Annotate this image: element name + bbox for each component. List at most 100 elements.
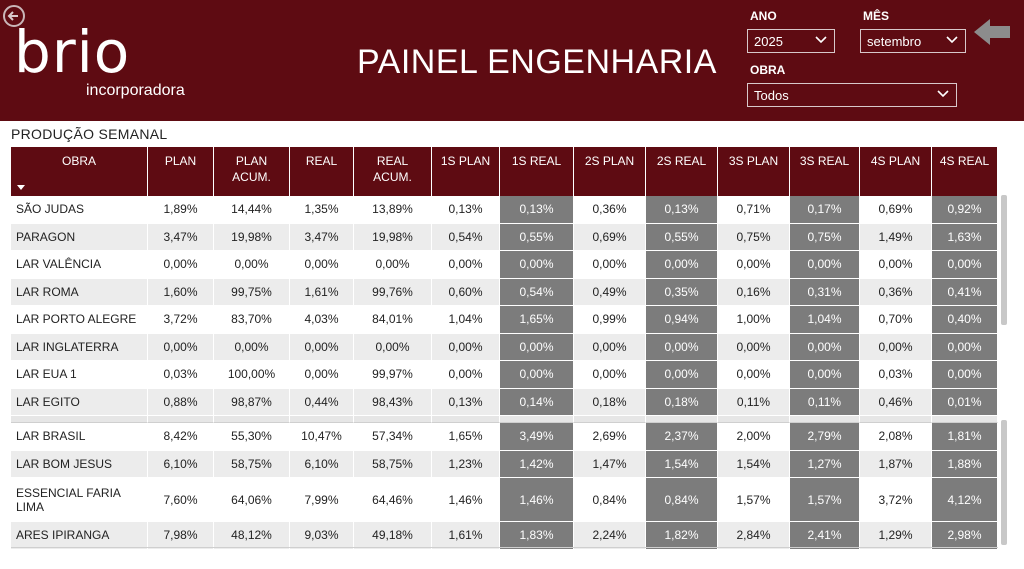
value-cell: 55,30% bbox=[214, 423, 290, 451]
value-cell: 0,00% bbox=[432, 251, 500, 279]
value-cell: 0,13% bbox=[432, 196, 500, 224]
back-icon[interactable] bbox=[3, 5, 25, 27]
obra-select[interactable]: Todos bbox=[747, 83, 957, 107]
column-header[interactable]: OBRA bbox=[11, 147, 148, 196]
table-row[interactable]: LAR ROMA 1,60% 99,75% 1,61% 99,76% 0,60% 0,54%… bbox=[11, 278, 998, 306]
value-cell: 1,47% bbox=[574, 450, 646, 478]
value-cell: 3,47% bbox=[148, 223, 214, 251]
table-row[interactable]: PARAGON 3,47% 19,98% 3,47% 19,98% 0,54% 0,55% 0… bbox=[11, 223, 998, 251]
separator-cell bbox=[790, 416, 860, 423]
value-cell: 0,99% bbox=[574, 306, 646, 334]
value-cell: 48,12% bbox=[214, 522, 290, 550]
scrollbar-thumb[interactable] bbox=[1001, 420, 1007, 545]
table-row[interactable]: ARES IPIRANGA 7,98% 48,12% 9,03% 49,18% 1,61%… bbox=[11, 522, 998, 550]
brio-logo: brio incorporadora bbox=[14, 18, 194, 104]
value-cell: 1,46% bbox=[432, 478, 500, 522]
column-header[interactable]: 2S PLAN bbox=[574, 147, 646, 196]
column-header[interactable]: 1S REAL bbox=[500, 147, 574, 196]
scrollbar-thumb[interactable] bbox=[1001, 195, 1007, 325]
column-header-label: 2S PLAN bbox=[584, 154, 635, 168]
obra-value: Todos bbox=[754, 88, 789, 103]
column-header[interactable]: REAL ACUM. bbox=[354, 147, 432, 196]
column-header[interactable]: PLAN bbox=[148, 147, 214, 196]
value-cell: 1,83% bbox=[500, 522, 574, 550]
column-header[interactable]: 2S REAL bbox=[646, 147, 718, 196]
table-row[interactable]: LAR BRASIL 8,42% 55,30% 10,47% 57,34% 1,65% 3,… bbox=[11, 423, 998, 451]
value-cell: 0,75% bbox=[718, 223, 790, 251]
column-header[interactable]: PLAN ACUM. bbox=[214, 147, 290, 196]
mes-select[interactable]: setembro bbox=[860, 29, 966, 53]
sort-desc-icon[interactable] bbox=[17, 185, 25, 190]
value-cell: 0,41% bbox=[932, 278, 998, 306]
value-cell: 0,00% bbox=[500, 361, 574, 389]
value-cell: 0,03% bbox=[148, 361, 214, 389]
table-row[interactable]: LAR EUA 1 0,03% 100,00% 0,00% 99,97% 0,00% 0,0… bbox=[11, 361, 998, 389]
column-header[interactable]: 4S PLAN bbox=[860, 147, 932, 196]
value-cell: 0,11% bbox=[790, 388, 860, 416]
value-cell: 0,00% bbox=[290, 361, 354, 389]
ano-select[interactable]: 2025 bbox=[747, 29, 835, 53]
value-cell: 1,00% bbox=[718, 306, 790, 334]
column-header-label: REAL ACUM. bbox=[373, 154, 412, 184]
column-header-label: PLAN bbox=[164, 154, 197, 168]
separator-cell bbox=[718, 416, 790, 423]
table-row[interactable]: LAR PORTO ALEGRE 3,72% 83,70% 4,03% 84,01% 1,… bbox=[11, 306, 998, 334]
value-cell: 2,84% bbox=[718, 522, 790, 550]
value-cell: 7,60% bbox=[148, 478, 214, 522]
value-cell: 0,16% bbox=[718, 278, 790, 306]
value-cell: 0,00% bbox=[646, 251, 718, 279]
value-cell: 100,00% bbox=[214, 361, 290, 389]
value-cell: 98,43% bbox=[354, 388, 432, 416]
value-cell: 0,00% bbox=[354, 251, 432, 279]
value-cell: 19,98% bbox=[214, 223, 290, 251]
table-row[interactable]: ESSENCIAL FARIA LIMA 7,60% 64,06% 7,99% 64,4… bbox=[11, 478, 998, 522]
value-cell: 1,89% bbox=[148, 196, 214, 224]
arrow-left-icon[interactable] bbox=[972, 16, 1012, 48]
column-header[interactable]: 1S PLAN bbox=[432, 147, 500, 196]
value-cell: 0,13% bbox=[646, 196, 718, 224]
value-cell: 1,82% bbox=[646, 522, 718, 550]
value-cell: 0,00% bbox=[214, 251, 290, 279]
column-header[interactable]: 3S PLAN bbox=[718, 147, 790, 196]
value-cell: 1,61% bbox=[290, 278, 354, 306]
value-cell: 0,00% bbox=[718, 251, 790, 279]
value-cell: 0,00% bbox=[932, 361, 998, 389]
value-cell: 1,61% bbox=[432, 522, 500, 550]
value-cell: 0,54% bbox=[432, 223, 500, 251]
value-cell: 9,03% bbox=[290, 522, 354, 550]
value-cell: 1,65% bbox=[432, 423, 500, 451]
value-cell: 0,69% bbox=[860, 196, 932, 224]
value-cell: 2,00% bbox=[718, 423, 790, 451]
column-header[interactable]: REAL bbox=[290, 147, 354, 196]
table-row[interactable]: LAR VALÊNCIA 0,00% 0,00% 0,00% 0,00% 0,00% 0,0… bbox=[11, 251, 998, 279]
value-cell: 0,00% bbox=[646, 361, 718, 389]
value-cell: 8,42% bbox=[148, 423, 214, 451]
table-row[interactable]: LAR INGLATERRA 0,00% 0,00% 0,00% 0,00% 0,00% 0… bbox=[11, 333, 998, 361]
value-cell: 3,72% bbox=[860, 478, 932, 522]
column-header[interactable]: 4S REAL bbox=[932, 147, 998, 196]
value-cell: 0,00% bbox=[718, 361, 790, 389]
value-cell: 0,88% bbox=[148, 388, 214, 416]
value-cell: 0,69% bbox=[574, 223, 646, 251]
table-row[interactable]: LAR BOM JESUS 6,10% 58,75% 6,10% 58,75% 1,23%… bbox=[11, 450, 998, 478]
value-cell: 0,17% bbox=[790, 196, 860, 224]
separator-cell bbox=[932, 416, 998, 423]
value-cell: 1,54% bbox=[646, 450, 718, 478]
table-row[interactable]: LAR EGITO 0,88% 98,87% 0,44% 98,43% 0,13% 0,14… bbox=[11, 388, 998, 416]
mes-value: setembro bbox=[867, 34, 922, 49]
column-header-label: 4S PLAN bbox=[870, 154, 921, 168]
header-bar: brio incorporadora PAINEL ENGENHARIA ANO… bbox=[0, 0, 1024, 121]
value-cell: 3,72% bbox=[148, 306, 214, 334]
value-cell: 1,81% bbox=[932, 423, 998, 451]
value-cell: 14,44% bbox=[214, 196, 290, 224]
obra-label: OBRA bbox=[750, 63, 786, 77]
value-cell: 0,00% bbox=[574, 251, 646, 279]
column-header-label: 3S REAL bbox=[799, 154, 850, 168]
value-cell: 0,00% bbox=[500, 251, 574, 279]
page-title: PAINEL ENGENHARIA bbox=[357, 43, 717, 81]
value-cell: 0,46% bbox=[860, 388, 932, 416]
value-cell: 2,98% bbox=[932, 522, 998, 550]
column-header[interactable]: 3S REAL bbox=[790, 147, 860, 196]
table-row[interactable]: SÃO JUDAS 1,89% 14,44% 1,35% 13,89% 0,13% 0,13… bbox=[11, 196, 998, 224]
value-cell: 99,97% bbox=[354, 361, 432, 389]
